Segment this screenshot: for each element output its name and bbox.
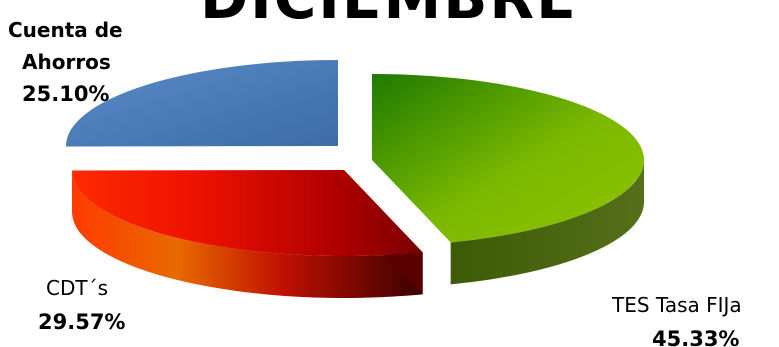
label-cdt: CDT´s 29.57% — [38, 271, 125, 339]
label-ahorros: Cuenta de Ahorros 25.10% — [8, 14, 123, 110]
label-cdt-value: 29.57% — [38, 310, 126, 334]
pie-slice-tes-tasa-fija — [372, 74, 644, 243]
label-cdt-name: CDT´s — [46, 276, 109, 300]
label-tes-value: 45.33% — [652, 327, 740, 347]
label-ahorros-value: 25.10% — [22, 82, 110, 106]
label-tes: TES Tasa FIJa 45.33% — [612, 288, 742, 347]
label-tes-name: TES Tasa FIJa — [612, 293, 742, 317]
pie-slice-side-1 — [450, 160, 644, 285]
label-ahorros-line1: Cuenta de — [8, 18, 123, 42]
chart-title: DICIEMBRE — [200, 0, 578, 32]
pie-slice-side-2 — [72, 170, 423, 299]
pie-slices — [66, 60, 644, 299]
pie-slice-cdt-s — [72, 170, 423, 256]
pie-slice-cuenta-de-ahorros — [66, 60, 338, 147]
label-ahorros-line2: Ahorros — [22, 50, 111, 74]
